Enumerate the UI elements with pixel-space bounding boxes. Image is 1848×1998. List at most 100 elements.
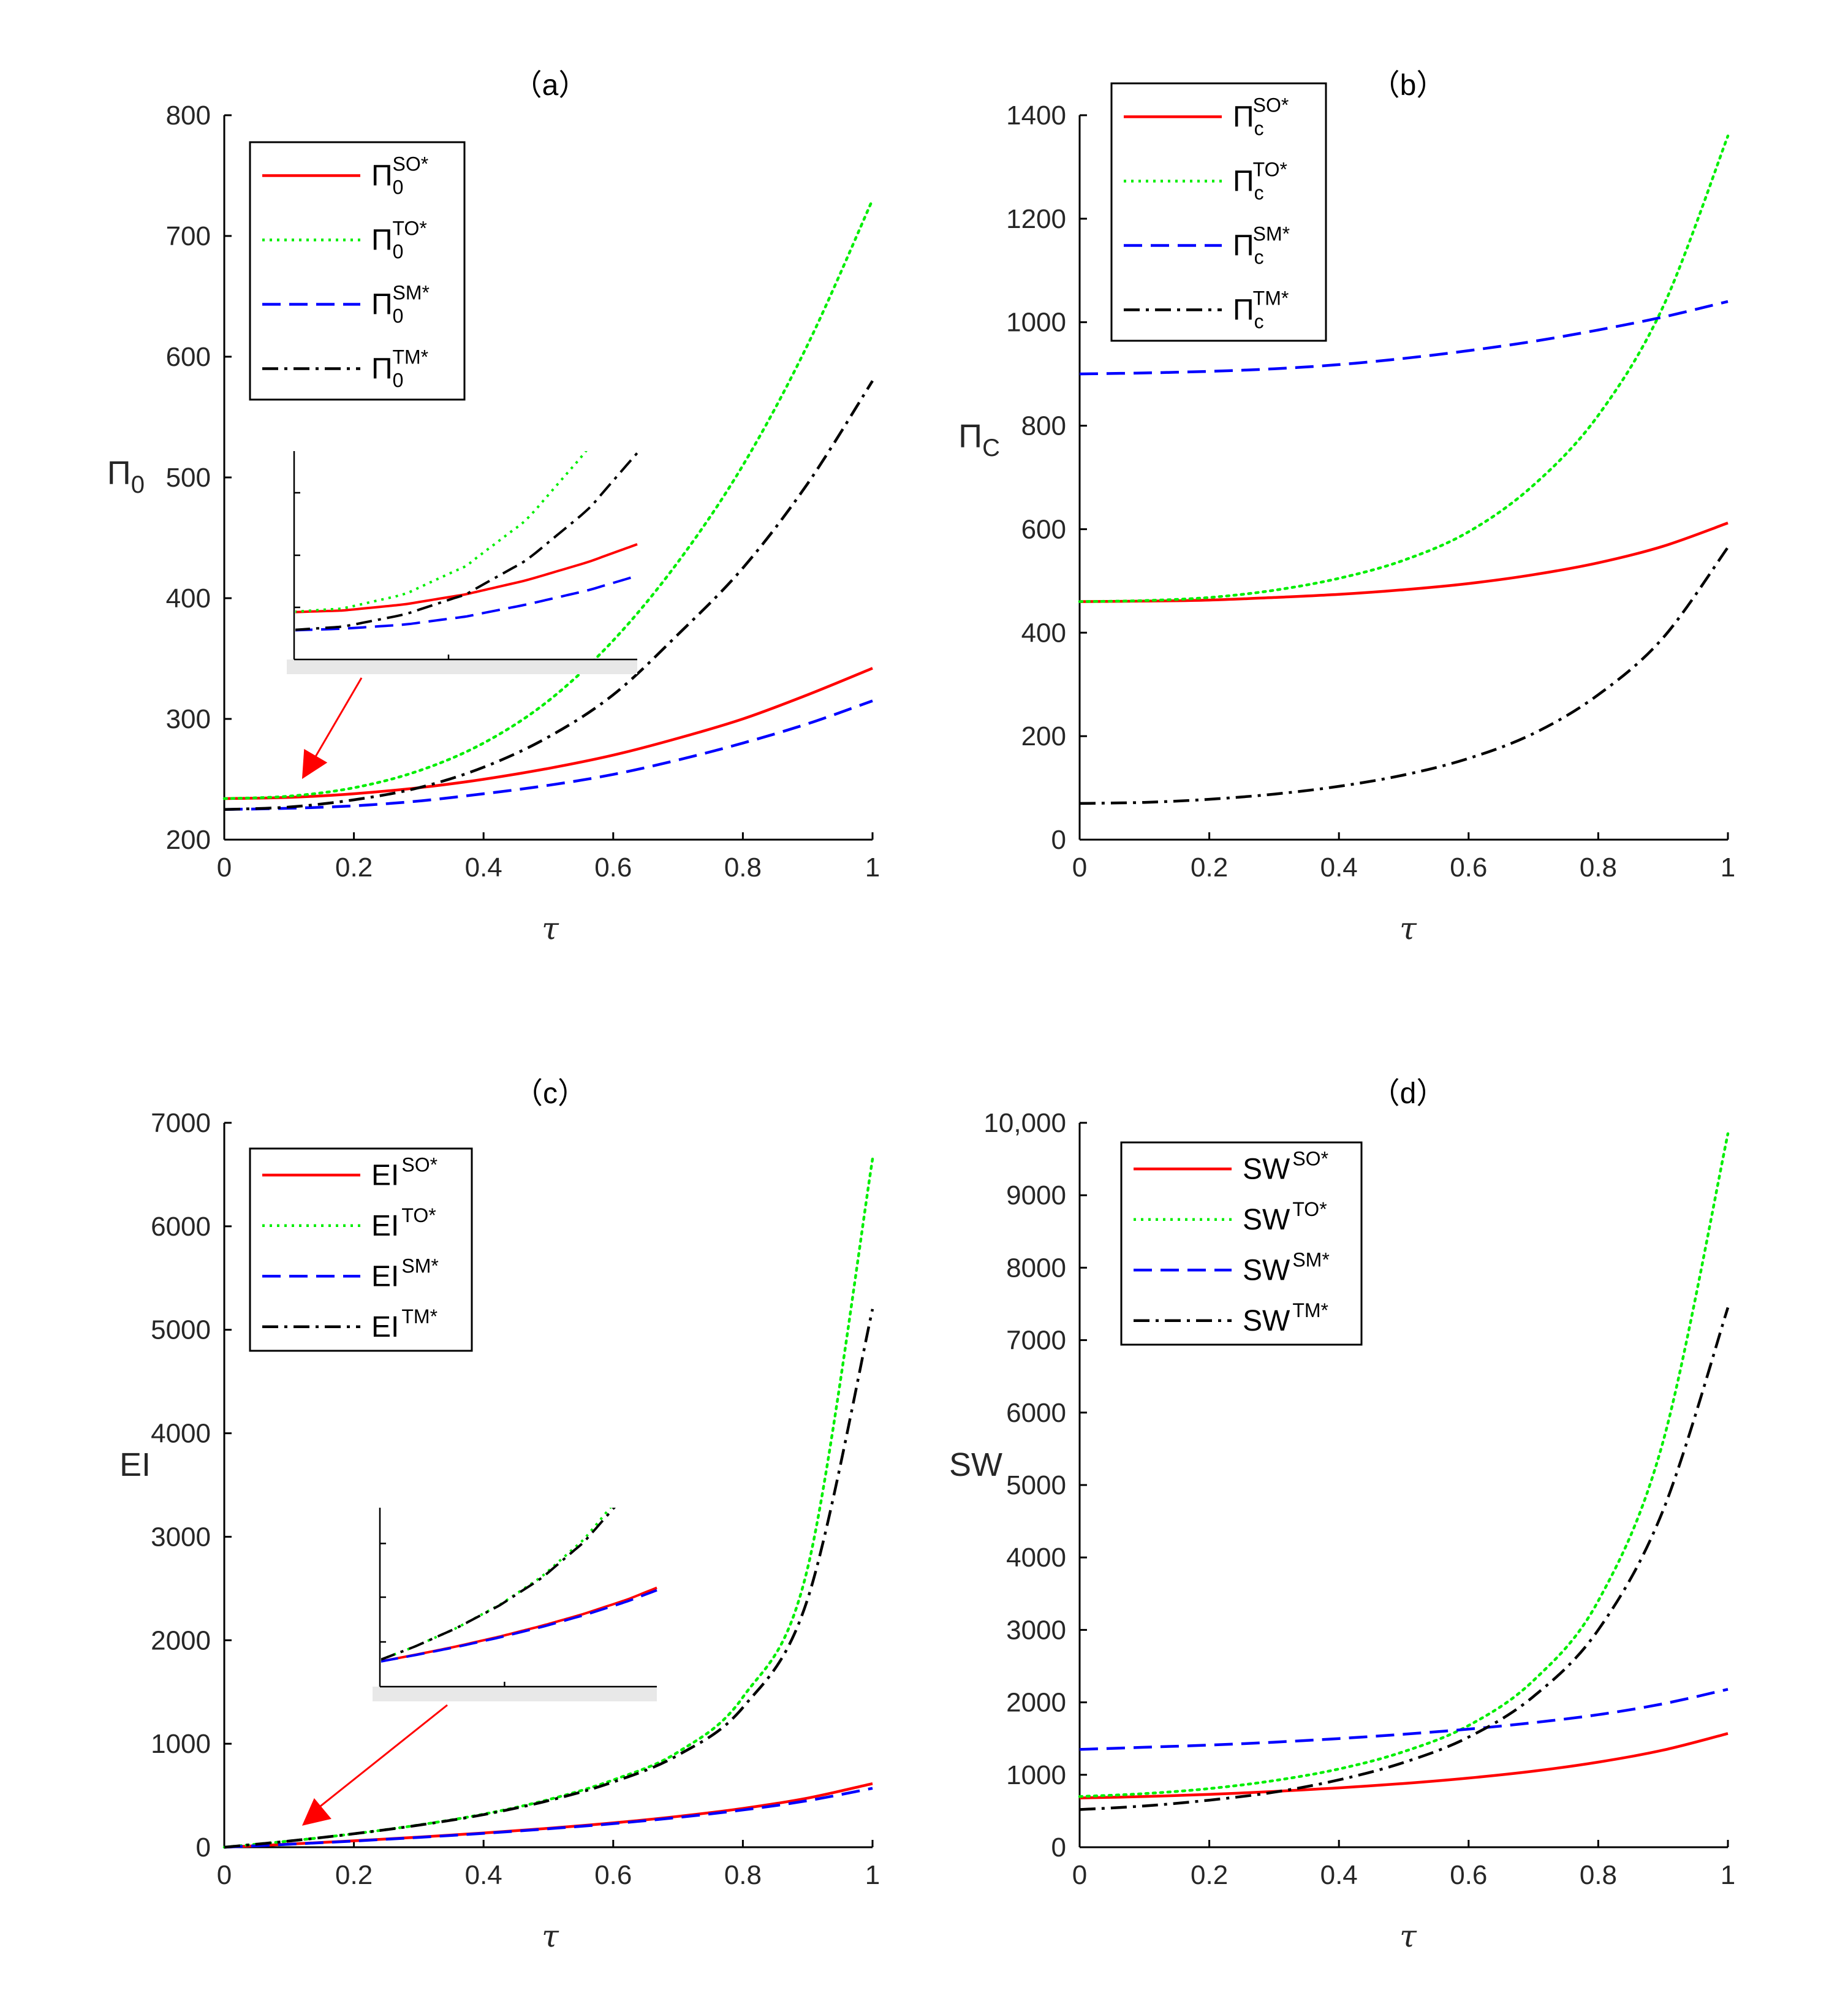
x-tick-label: 0.2 [335, 1860, 373, 1890]
inset-series-sm [381, 1589, 657, 1663]
legend-box [249, 141, 466, 401]
panel-a-title: （a） [513, 69, 588, 102]
legend-label: SW SO* [1243, 1147, 1328, 1185]
x-tick-label: 0 [217, 853, 232, 883]
y-tick-label: 6000 [151, 1212, 211, 1242]
panel-d-xlabel: τ [1399, 1918, 1417, 1954]
legend-label: ΠcSM* [1233, 223, 1290, 268]
y-tick-label: 2000 [151, 1625, 211, 1655]
x-tick-label: 0.8 [1580, 1860, 1617, 1890]
legend-box [1120, 1141, 1363, 1346]
panel-d-title: （d） [1371, 1077, 1446, 1110]
legend-label: EI SO* [371, 1153, 437, 1191]
y-tick-label: 800 [166, 101, 211, 131]
x-tick-label: 1 [865, 853, 880, 883]
panel-b-ylabel: ΠC [958, 418, 1000, 462]
panel-c: （c） EI τ 0 1000 2000 3000 4000 5000 6000 7000 0 0… [119, 1077, 880, 1954]
inset-lines [295, 451, 638, 632]
zoom-arrow-line [308, 1704, 448, 1817]
x-tick-label: 1 [865, 1860, 880, 1890]
x-tick-label: 0.6 [594, 853, 632, 883]
y-tick-label: 300 [166, 704, 211, 734]
series-line-tm [1079, 546, 1729, 805]
inset-series-so [295, 543, 638, 613]
inset-series-tm [295, 452, 638, 631]
x-tick-label: 0 [1072, 853, 1087, 883]
panel-c-ylabel: EI [119, 1446, 151, 1483]
legend-box [1110, 82, 1327, 342]
panel-b-xlabel: τ [1399, 911, 1417, 946]
series-line-sm [224, 699, 873, 811]
y-tick-label: 3000 [1006, 1615, 1066, 1645]
y-tick-label: 9000 [1006, 1180, 1066, 1210]
legend-label: ΠcTM* [1233, 287, 1289, 333]
y-tick-label: 1400 [1006, 101, 1066, 131]
x-tick-label: 1 [1721, 853, 1735, 883]
x-tick-label: 0.2 [1191, 1860, 1228, 1890]
panel-a-xlabel: τ [542, 911, 559, 946]
y-tick-label: 0 [196, 1833, 211, 1863]
inset-shadow [287, 659, 637, 674]
x-tick-label: 0 [1072, 1860, 1087, 1890]
y-tick-label: 800 [1021, 411, 1066, 441]
inset-zoom [301, 1508, 657, 1826]
series-line-so [224, 667, 873, 800]
legend: EI SO* EI TO* EI SM* EI TM* [249, 1147, 473, 1352]
y-tick-label: 7000 [1006, 1326, 1066, 1356]
series-line-so [1079, 1732, 1729, 1799]
series-line-sm [224, 1787, 873, 1849]
y-tick-label: 1000 [1006, 308, 1066, 338]
x-tick-label: 0.4 [465, 853, 502, 883]
y-tick-label: 700 [166, 221, 211, 251]
legend-label: EI TO* [371, 1204, 436, 1242]
panel-b: （b） ΠC τ 0 200 400 600 800 1000 1200 1400 0 0.2 0.… [958, 69, 1735, 946]
panel-b-title: （b） [1371, 69, 1446, 102]
y-tick-label: 200 [1021, 721, 1066, 751]
series-line-tm [224, 380, 874, 811]
x-tick-label: 0.8 [1580, 853, 1617, 883]
legend-label: EI SM* [371, 1255, 439, 1293]
legend: Π0SO* Π0TO* Π0SM* Π0TM* [249, 141, 466, 401]
zoom-arrow-head [301, 748, 328, 780]
y-tick-label: 200 [166, 825, 211, 855]
legend-label: ΠcTO* [1233, 159, 1287, 204]
y-tick-label: 400 [1021, 618, 1066, 648]
x-tick-label: 0.2 [1191, 853, 1228, 883]
x-tick-label: 0.8 [724, 1860, 762, 1890]
x-tick-label: 0.6 [1450, 1860, 1487, 1890]
y-tick-label: 600 [1021, 514, 1066, 544]
y-tick-label: 5000 [151, 1315, 211, 1345]
legend-label: SW TO* [1243, 1198, 1327, 1236]
y-tick-label: 6000 [1006, 1398, 1066, 1428]
panel-d: （d） SW τ 0 1000 2000 3000 4000 5000 6000 7000 80… [949, 1077, 1735, 1954]
legend: ΠcSO* ΠcTO* ΠcSM* ΠcTM* [1110, 82, 1327, 342]
y-tick-label: 3000 [151, 1522, 211, 1552]
legend-label: SW TM* [1243, 1299, 1328, 1337]
x-tick-label: 0.6 [594, 1860, 632, 1890]
panel-d-ylabel: SW [949, 1446, 1002, 1483]
legend-label: Π0SO* [371, 153, 428, 199]
x-tick-label: 0.8 [724, 853, 762, 883]
legend-label: SW SM* [1243, 1248, 1330, 1286]
series-line-to [222, 1157, 874, 1849]
inset-series-tm [381, 1508, 616, 1661]
x-tick-label: 0 [217, 1860, 232, 1890]
legend-label: EI TM* [371, 1305, 437, 1343]
series-line-to [1078, 134, 1730, 603]
inset-series-sm [295, 574, 638, 632]
y-tick-label: 1000 [1006, 1760, 1066, 1790]
series-line-tm [1079, 1307, 1730, 1811]
y-tick-label: 400 [166, 583, 211, 613]
inset-series-to [381, 1508, 612, 1661]
y-tick-label: 5000 [1006, 1470, 1066, 1500]
y-tick-label: 1000 [151, 1729, 211, 1759]
x-tick-label: 0.4 [1320, 1860, 1358, 1890]
y-tick-label: 0 [1051, 825, 1066, 855]
legend-label: ΠcSO* [1233, 94, 1289, 140]
y-tick-label: 7000 [151, 1108, 211, 1138]
panel-a-ylabel: Π0 [107, 455, 145, 498]
series-line-sm [1079, 300, 1729, 376]
y-tick-label: 4000 [1006, 1543, 1066, 1573]
x-tick-label: 0.2 [335, 853, 373, 883]
